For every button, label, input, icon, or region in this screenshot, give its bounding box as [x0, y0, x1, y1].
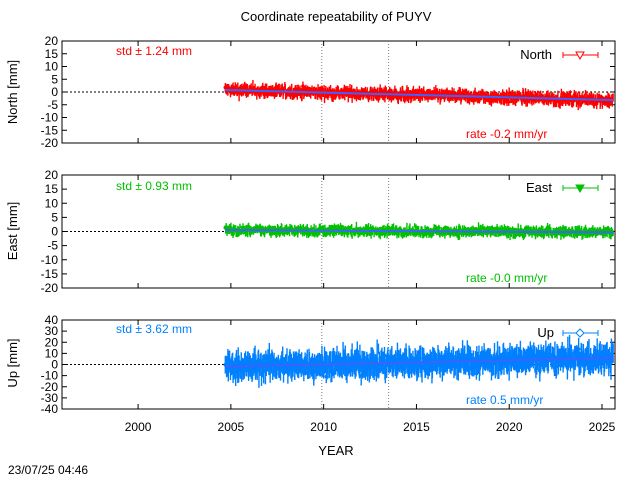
up-ylabel: Up [mm] [5, 338, 20, 387]
north-rate-label: rate -0.2 mm/yr [466, 127, 547, 141]
x-tick-label: 2010 [310, 420, 337, 434]
east-ytick-label: 15 [45, 182, 59, 196]
east-data-point [510, 227, 515, 232]
north-legend-label: North [520, 47, 552, 62]
east-trend-line [225, 229, 614, 234]
x-tick-label: 2025 [589, 420, 616, 434]
up-ytick-label: -20 [41, 380, 59, 394]
up-std-label: std ± 3.62 mm [116, 322, 192, 336]
up-ytick-label: -10 [41, 369, 59, 383]
north-ytick-label: 0 [51, 85, 58, 99]
north-ytick-label: 20 [45, 34, 59, 48]
east-panel: East [mm] std ± 0.93 mm rate -0.0 mm/yr … [5, 168, 616, 295]
x-tick-label: 2015 [403, 420, 430, 434]
east-ytick-label: 10 [45, 196, 59, 210]
up-data-cloud [223, 334, 614, 388]
north-legend-marker [575, 51, 585, 61]
north-ytick-label: -5 [47, 98, 58, 112]
north-panel: North [mm] std ± 1.24 mm rate -0.2 mm/yr… [5, 34, 616, 150]
north-ylabel: North [mm] [5, 60, 20, 124]
east-ytick-label: 20 [45, 168, 59, 182]
north-ytick-label: 10 [45, 60, 59, 74]
timestamp: 23/07/25 04:46 [8, 463, 88, 477]
east-rate-label: rate -0.0 mm/yr [466, 271, 547, 285]
north-ytick-label: -10 [41, 111, 59, 125]
north-data-point [417, 88, 422, 93]
up-ytick-label: 0 [51, 358, 58, 372]
up-ytick-label: 30 [45, 324, 59, 338]
north-std-label: std ± 1.24 mm [116, 44, 192, 58]
east-ytick-label: 5 [51, 210, 58, 224]
up-panel: Up [mm] std ± 3.62 mm rate 0.5 mm/yr Up … [5, 313, 616, 416]
up-data-point [382, 353, 387, 358]
x-tick-label: 2005 [218, 420, 245, 434]
up-legend-marker [575, 328, 585, 338]
north-trend-line [225, 88, 614, 102]
east-ytick-label: -5 [47, 239, 58, 253]
north-ytick-label: 5 [51, 72, 58, 86]
north-ytick-label: 15 [45, 47, 59, 61]
east-std-label: std ± 0.93 mm [116, 179, 192, 193]
up-ytick-label: 10 [45, 346, 59, 360]
north-data-point [506, 99, 511, 104]
east-ytick-label: -20 [41, 281, 59, 295]
up-trend-line [225, 356, 614, 368]
east-ylabel: East [mm] [5, 202, 20, 261]
east-legend-label: East [526, 180, 552, 195]
up-ytick-label: -40 [41, 402, 59, 416]
east-ytick-label: -15 [41, 267, 59, 281]
up-ytick-label: 40 [45, 313, 59, 327]
x-tick-label: 2020 [496, 420, 523, 434]
east-ytick-label: -10 [41, 253, 59, 267]
up-ytick-label: -30 [41, 391, 59, 405]
north-ytick-label: -15 [41, 123, 59, 137]
chart-title: Coordinate repeatability of PUYV [241, 9, 432, 24]
up-ytick-label: 20 [45, 335, 59, 349]
x-axis-label: YEAR [318, 443, 353, 458]
east-ytick-label: 0 [51, 225, 58, 239]
east-data-point [437, 226, 441, 230]
east-legend-marker [575, 184, 585, 194]
up-rate-label: rate 0.5 mm/yr [466, 393, 543, 407]
up-data-point [576, 347, 581, 351]
north-data-point [510, 91, 515, 95]
x-tick-label: 2000 [125, 420, 152, 434]
north-ytick-label: -20 [41, 136, 59, 150]
up-legend-label: Up [537, 325, 554, 340]
